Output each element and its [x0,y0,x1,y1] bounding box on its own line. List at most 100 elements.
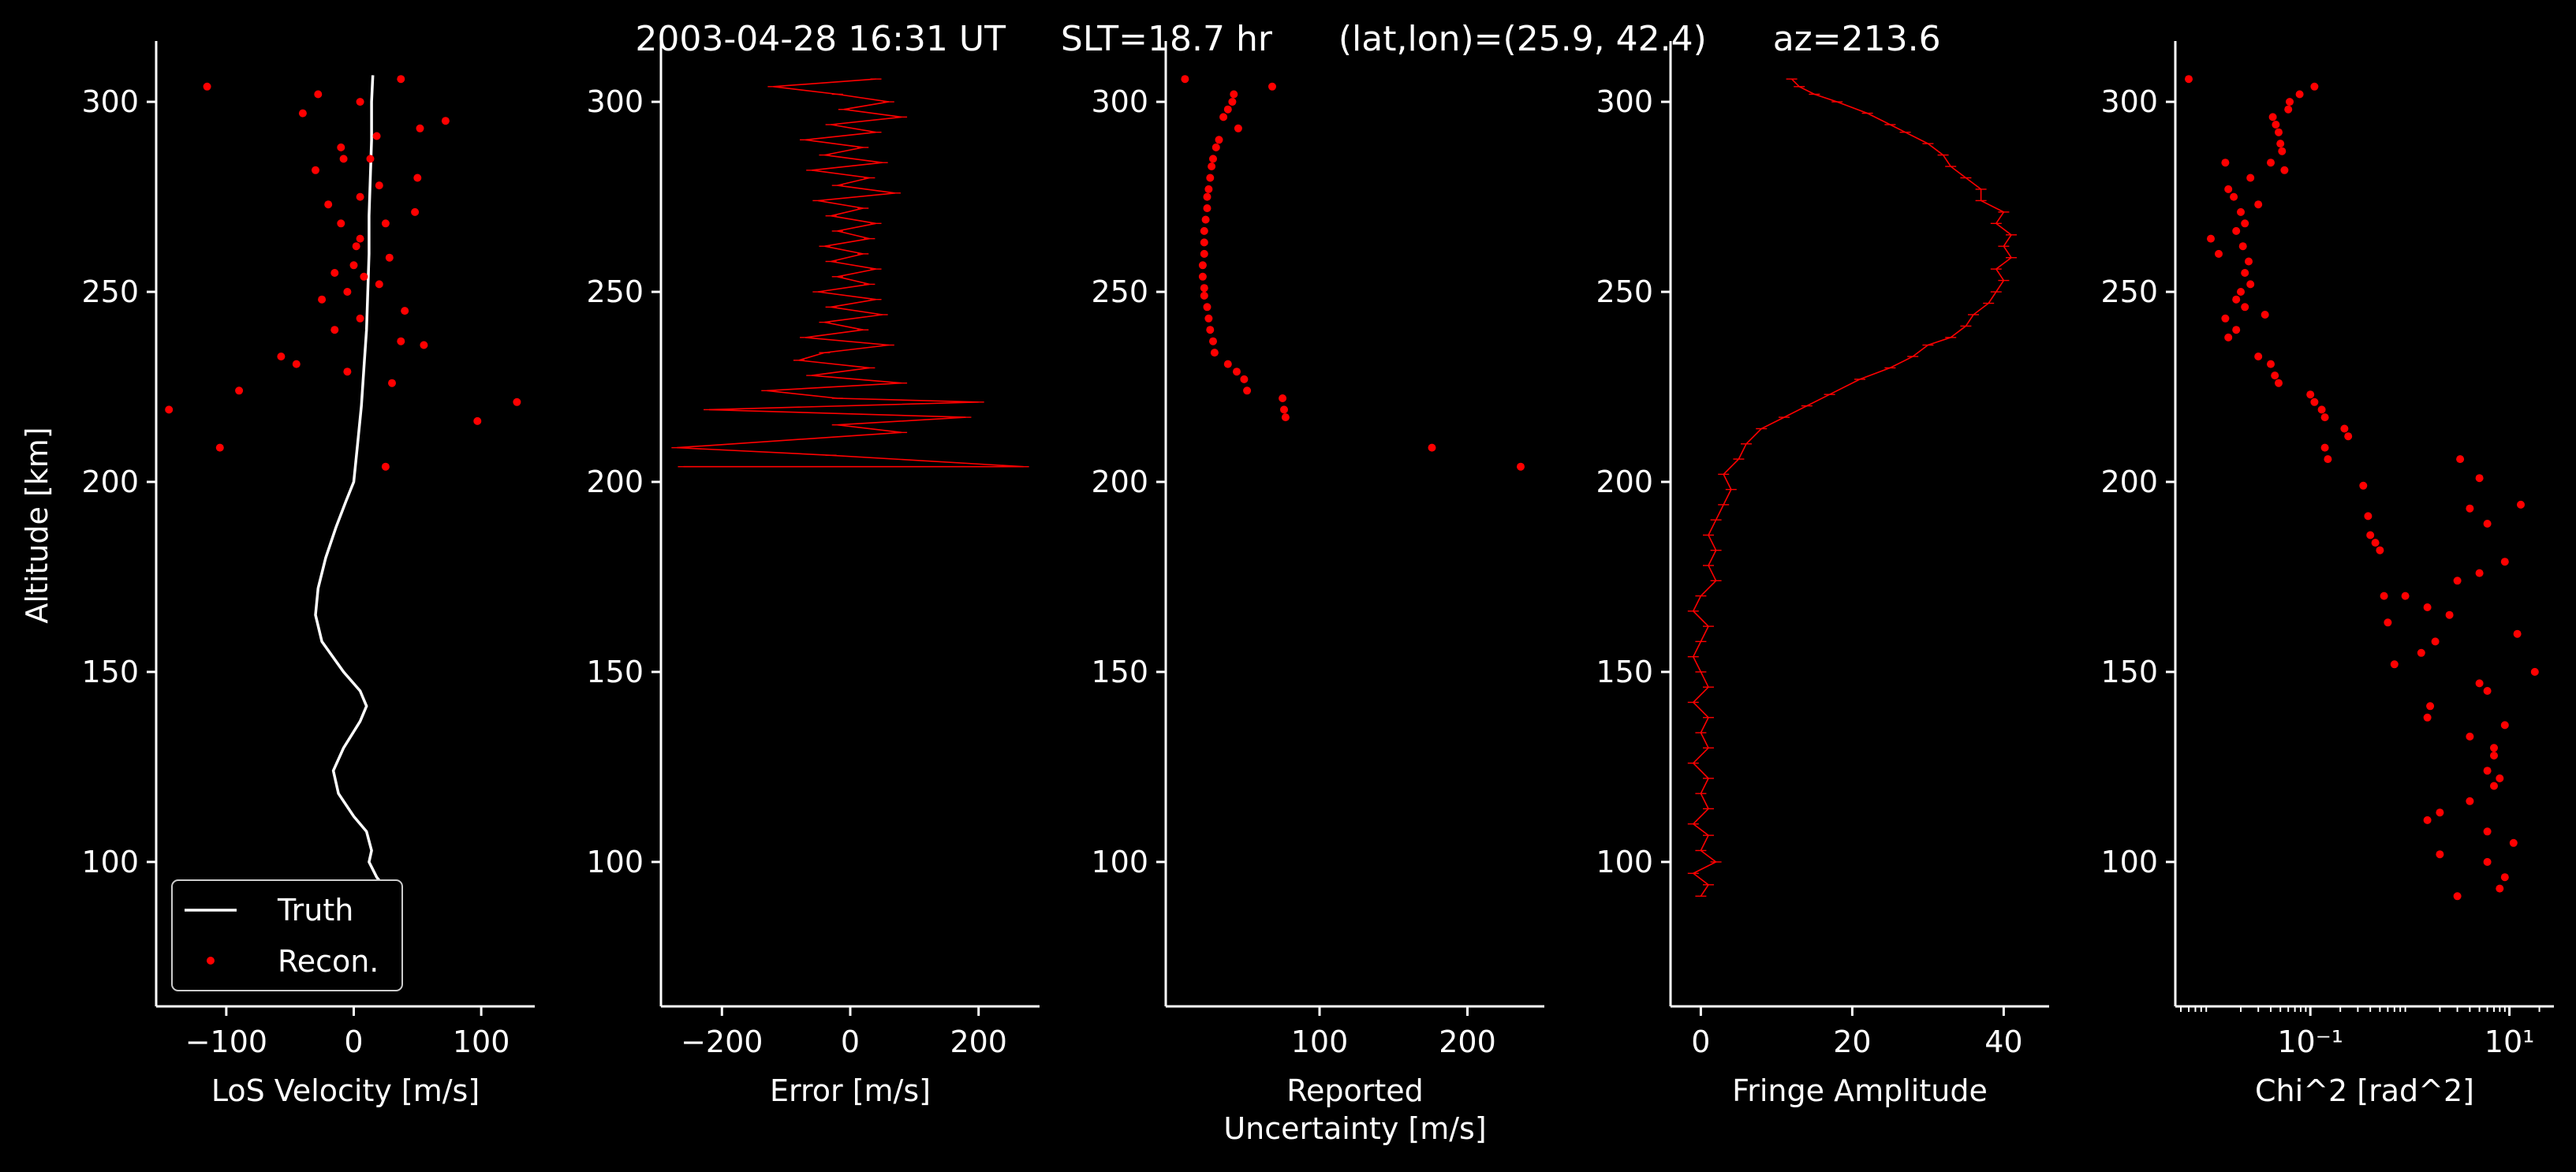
chi-squared-recon-point [2490,782,2498,790]
los-velocity-recon-point [473,416,482,425]
reported-uncertainty-x-axis-label: Uncertainty [m/s] [1223,1111,1486,1146]
reported-uncertainty-ytick-label: 100 [1091,845,1148,879]
chi-squared-recon-point [2295,90,2304,99]
chi-squared-recon-point [2371,539,2380,547]
reported-uncertainty-recon-point [1206,326,1215,334]
los-velocity-recon-point [314,90,323,99]
los-velocity-recon-point [165,405,174,414]
chi-squared-recon-point [2267,360,2275,368]
reported-uncertainty-recon-point [1209,155,1217,163]
reported-uncertainty-recon-point [1209,337,1217,345]
chi-squared-recon-point [2207,234,2215,243]
legend: Truth Recon. [171,879,403,991]
chi-squared-recon-point [2320,413,2329,422]
chi-squared-recon-point [2496,774,2504,782]
error-xtick-label: −200 [681,1025,763,1059]
los-velocity-recon-point [356,192,364,201]
los-velocity-recon-point [324,200,333,209]
reported-uncertainty-recon-point [1203,303,1211,312]
chi-squared-recon-point [2509,838,2518,847]
chi-squared-recon-point [2496,884,2504,893]
chi-squared-recon-point [2436,850,2444,859]
chi-squared-recon-point [2310,398,2319,406]
error-ytick-label: 150 [586,655,644,689]
los-velocity-recon-point [413,174,422,182]
chi-squared-recon-point [2359,481,2368,490]
chi-squared-recon-point [2280,166,2289,174]
legend-recon-label: Recon. [278,944,379,979]
panel-los-velocity: 100 150 200 250 300 −100 0 100 LoS Velocity [m/s… [81,41,535,1108]
chi-squared-recon-point [2224,185,2233,193]
chi-squared-x-axis-label: Chi^2 [rad^2] [2255,1073,2474,1108]
reported-uncertainty-recon-point [1215,136,1223,144]
reported-uncertainty-recon-point [1223,360,1232,368]
los-velocity-recon-point [401,307,409,315]
chi-squared-recon-point [2224,333,2233,342]
chi-squared-recon-point [2232,226,2241,235]
chi-squared-recon-point [2466,504,2474,513]
los-velocity-recon-point [292,360,301,368]
figure-suptitle: 2003-04-28 16:31 UT SLT=18.7 hr (lat,lon… [635,19,1940,59]
chi-squared-recon-point [2241,269,2249,277]
reported-uncertainty-recon-point [1228,98,1237,106]
reported-uncertainty-recon-point [1233,368,1241,376]
los-velocity-recon-point [416,124,424,133]
chi-squared-recon-point [2221,314,2230,323]
los-velocity-recon-point [513,398,521,406]
reported-uncertainty-recon-point [1517,462,1525,471]
chi-squared-recon-point [2254,200,2263,209]
chi-squared-recon-point [2267,159,2275,167]
los-velocity-recon-point [337,143,345,151]
los-velocity-recon-point [356,234,364,243]
reported-uncertainty-recon-point [1203,192,1211,201]
chi-squared-recon-point [2317,405,2326,414]
los-velocity-recon-point [352,242,360,251]
chi-squared-ytick-label: 250 [2100,274,2158,309]
y-axis-label: Altitude [km] [20,427,54,623]
error-xtick-label: 0 [841,1025,860,1059]
reported-uncertainty-ytick-label: 250 [1091,274,1148,309]
chi-squared-recon-point [2445,610,2454,619]
reported-uncertainty-recon-point [1211,143,1220,151]
panel-fringe-amplitude: 100 150 200 250 300 0 20 40 Fringe Amplitude [1596,41,2049,1108]
chi-squared-ytick-label: 150 [2100,655,2158,689]
reported-uncertainty-ytick-label: 200 [1091,465,1148,499]
reported-uncertainty-recon-point [1208,162,1216,170]
reported-uncertainty-recon-point [1210,349,1219,357]
los-velocity-recon-point [372,132,381,140]
chi-squared-recon-point [2261,311,2269,319]
los-velocity-recon-point [381,462,390,471]
los-velocity-ytick-label: 100 [81,845,139,879]
reported-uncertainty-recon-point [1268,82,1276,91]
los-velocity-recon-point [360,272,368,281]
chi-squared-recon-point [2423,713,2432,722]
los-velocity-recon-point [397,75,405,84]
fringe-amplitude-ytick-label: 250 [1596,274,1653,309]
chi-squared-recon-point [2423,603,2432,611]
chi-squared-recon-point [2246,280,2255,289]
los-velocity-recon-point [339,155,348,163]
chi-squared-recon-point [2344,432,2353,441]
chi-squared-recon-point [2284,105,2293,114]
fringe-amplitude-ytick-label: 200 [1596,465,1653,499]
chi-squared-recon-point [2306,390,2315,399]
chi-squared-recon-point [2530,667,2539,676]
legend-truth-label: Truth [277,893,353,928]
los-velocity-recon-point [388,379,396,387]
los-velocity-recon-point [330,326,339,334]
error-profile-line [677,78,1024,468]
chi-squared-recon-point [2490,744,2498,752]
chi-squared-recon-point [2246,174,2255,182]
reported-uncertainty-recon-point [1279,394,1287,402]
reported-uncertainty-recon-point [1240,375,1249,383]
los-velocity-recon-point [277,353,286,360]
chi-squared-recon-point [2517,500,2525,509]
reported-uncertainty-ytick-label: 150 [1091,655,1148,689]
chi-squared-recon-point [2380,592,2388,600]
chi-squared-recon-point [2466,797,2474,805]
error-ytick-label: 100 [586,845,644,879]
chi-squared-recon-point [2417,648,2425,657]
reported-uncertainty-xtick-label: 100 [1291,1025,1349,1059]
